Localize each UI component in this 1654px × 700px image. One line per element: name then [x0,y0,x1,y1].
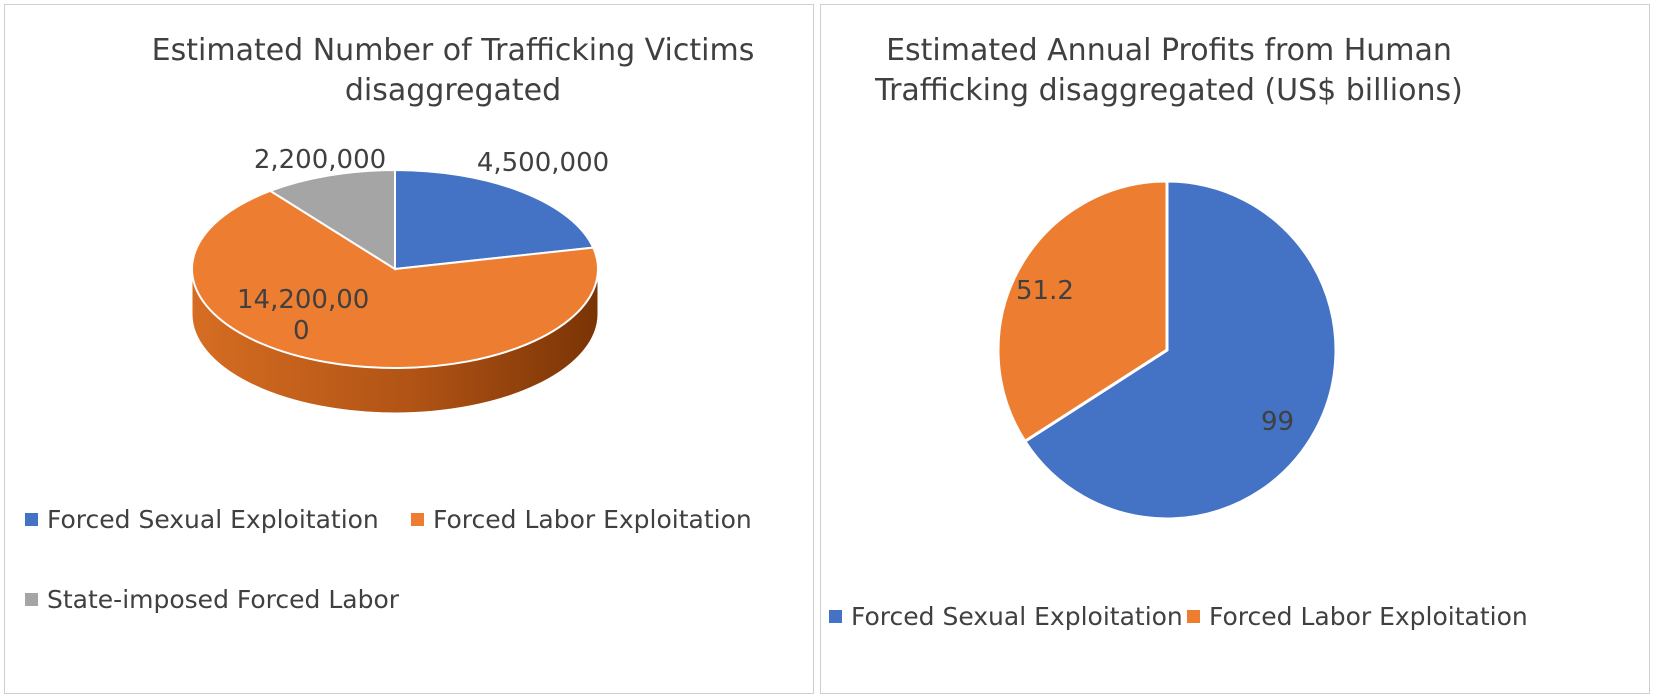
legend-swatch-labor [411,513,424,526]
legend-swatch-state [25,593,38,606]
data-label-state-imposed: 2,200,000 [254,145,386,175]
legend-label-state: State-imposed Forced Labor [47,585,400,614]
pie-slice-forced-sexual-exploitation [1022,179,1338,521]
chart-title-line-2: disaggregated [345,73,561,108]
chart-title-line-1: Estimated Number of Trafficking Victims [152,33,755,68]
pie-slice-forced-labor-exploitation [191,189,599,369]
data-label-labor: 51.2 [1016,276,1074,306]
data-label-labor-line-2: 0 [293,316,310,346]
legend-swatch-sexual [829,610,842,623]
victims-chart-panel: Estimated Number of Trafficking Victims … [4,4,814,694]
chart-title-line-1: Estimated Annual Profits from Human [886,33,1452,68]
legend-label-labor: Forced Labor Exploitation [1209,602,1528,631]
pie-3d-group [191,168,599,414]
legend-swatch-labor [1187,610,1200,623]
pie-slice-state-imposed-forced-labor [268,168,396,271]
pie-slice-forced-sexual-exploitation [394,168,595,271]
pie-slice-forced-labor-exploitation [996,179,1169,444]
chart-title-line-2: Trafficking disaggregated (US$ billions) [874,73,1463,108]
legend-label-labor: Forced Labor Exploitation [433,505,752,534]
legend-swatch-sexual [25,513,38,526]
data-label-labor-line-1: 14,200,00 [237,285,369,315]
data-label-sexual: 4,500,000 [477,148,609,178]
data-label-sexual: 99 [1261,407,1294,437]
pie-2d-group [996,179,1338,521]
profits-pie-chart: Estimated Annual Profits from Human Traf… [829,33,1528,631]
profits-chart-panel: Estimated Annual Profits from Human Traf… [820,4,1650,694]
legend-label-sexual: Forced Sexual Exploitation [47,505,379,534]
victims-pie-chart: Estimated Number of Trafficking Victims … [25,33,755,614]
legend-label-sexual: Forced Sexual Exploitation [851,602,1183,631]
